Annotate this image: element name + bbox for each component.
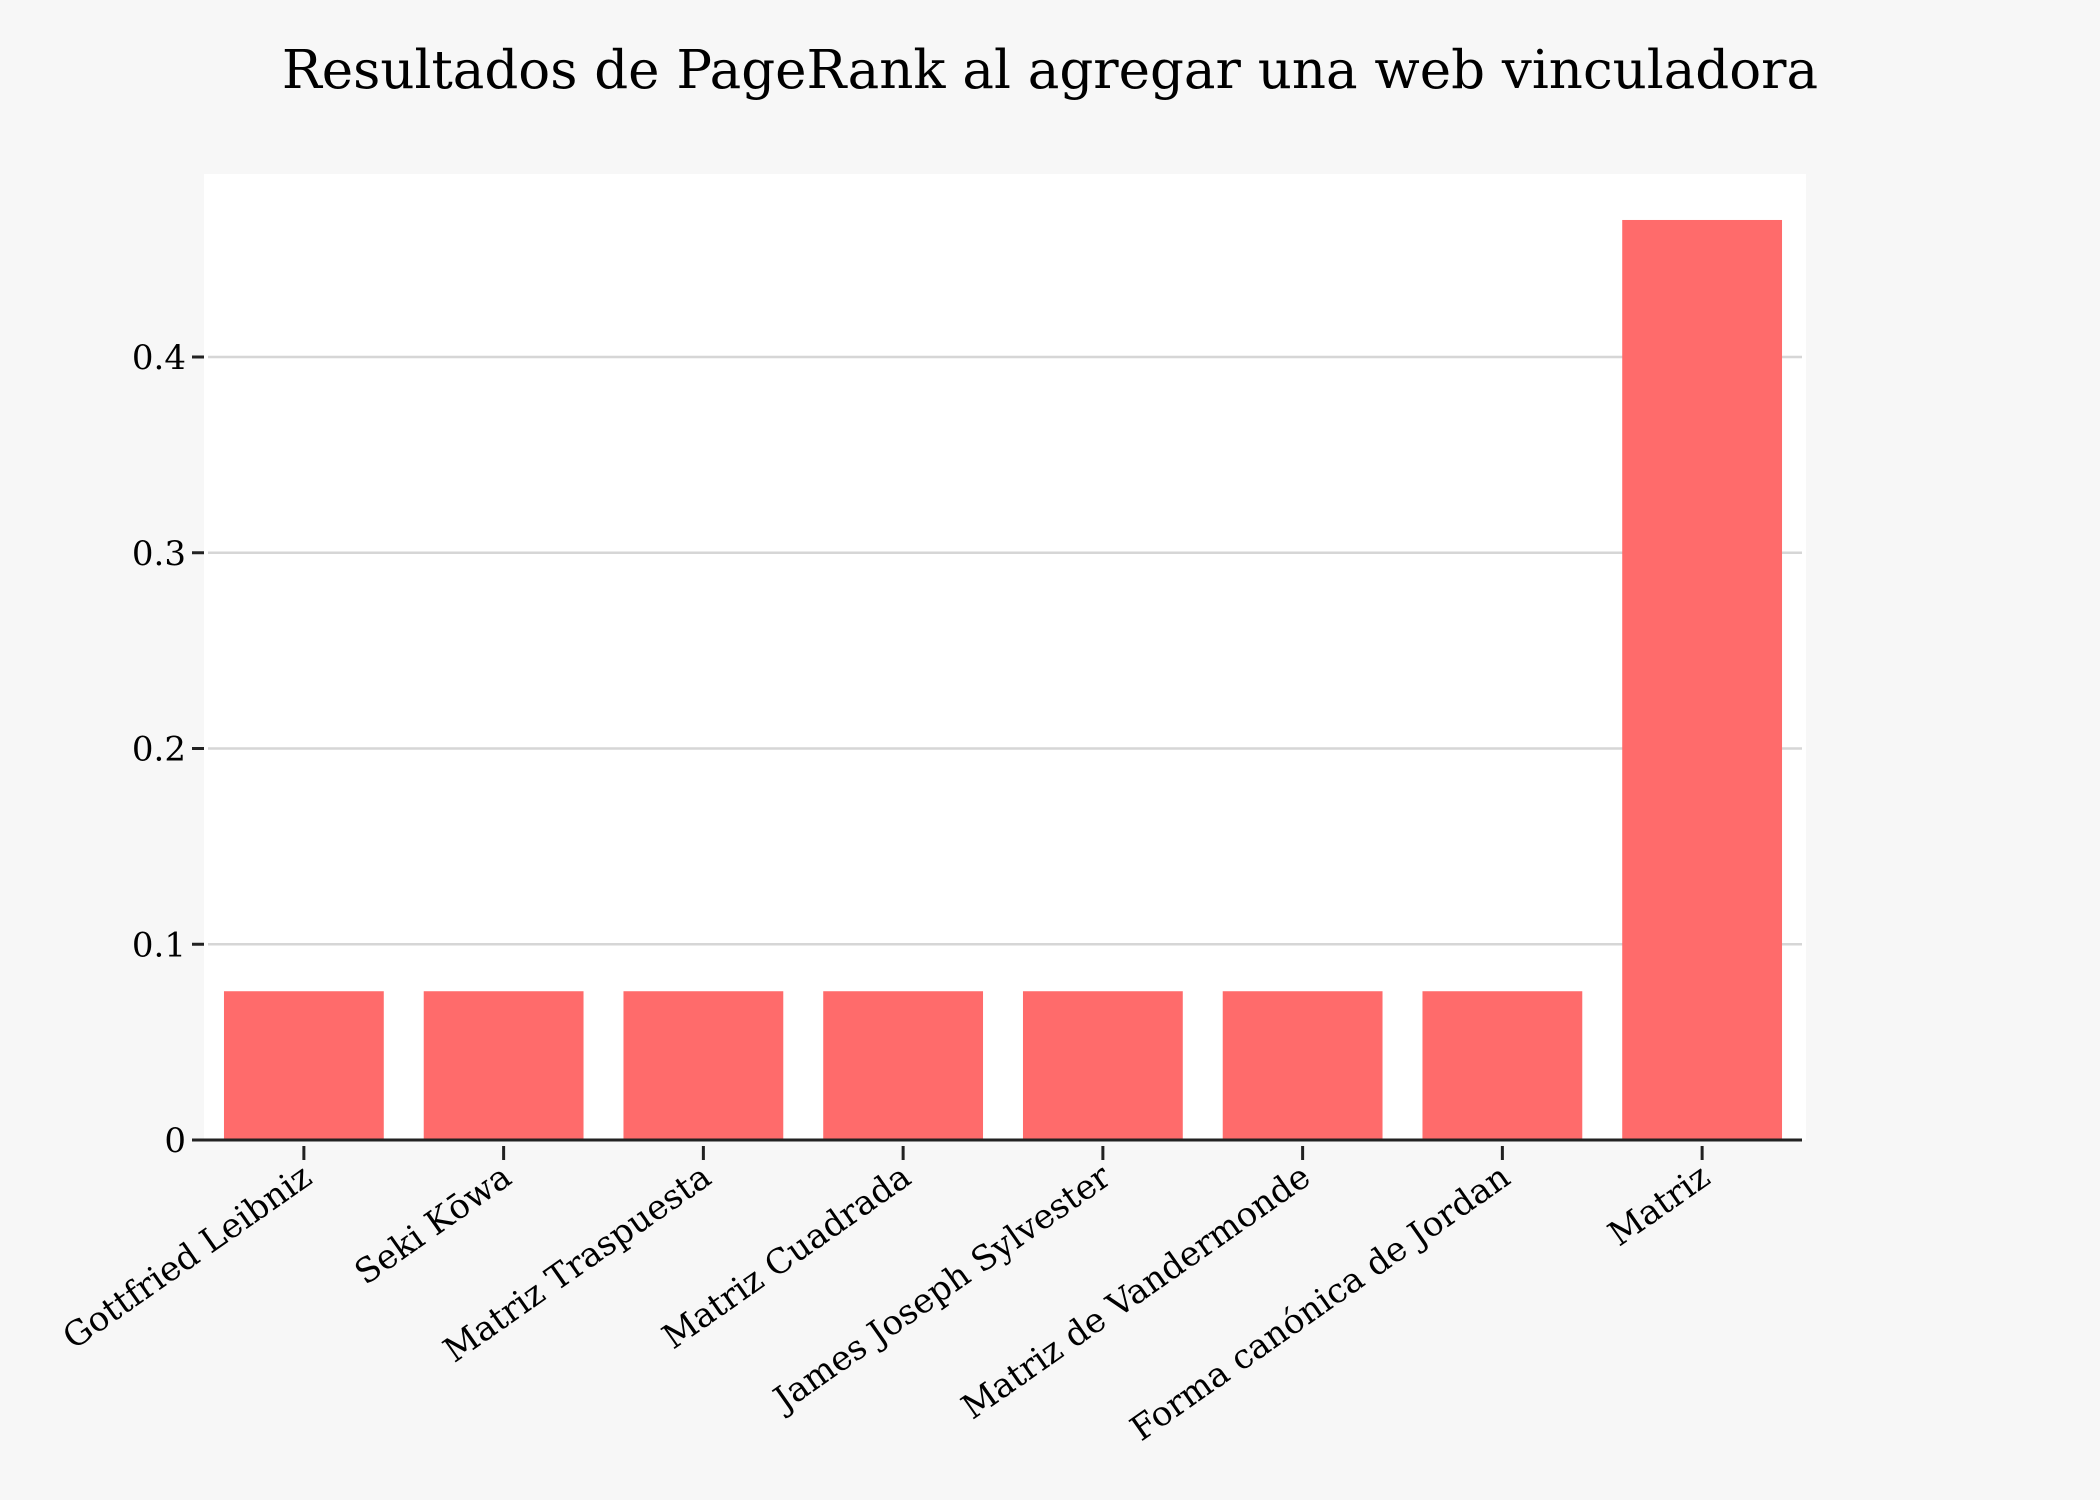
bar — [823, 991, 984, 1140]
plot-area — [204, 174, 1806, 1140]
bars — [223, 219, 1783, 1141]
y-axis-ticks: 0 0.1 0.2 0.3 0.4 — [132, 338, 204, 1161]
bar — [1622, 219, 1783, 1141]
gridlines — [208, 355, 1802, 946]
bar — [1022, 991, 1183, 1140]
bar — [423, 991, 584, 1140]
bar — [1222, 991, 1383, 1140]
x-tick-label: Forma canónica de Jordan — [1123, 1157, 1517, 1450]
bar — [223, 991, 384, 1140]
x-tick-label: Matriz — [1601, 1157, 1717, 1255]
x-tick-label: Seki Kōwa — [348, 1157, 519, 1294]
x-tick-label: James Joseph Sylvester — [764, 1156, 1118, 1421]
x-tick-label: Matriz de Vandermonde — [954, 1157, 1317, 1428]
x-tick-label: Gottfried Leibniz — [56, 1157, 319, 1358]
bar — [623, 991, 784, 1140]
bar — [1422, 991, 1583, 1140]
y-tick-label: 0 — [164, 1121, 186, 1161]
y-tick-label: 0.1 — [132, 925, 186, 965]
chart-title: Resultados de PageRank al agregar una we… — [282, 40, 1818, 101]
y-tick-label: 0.2 — [132, 730, 186, 770]
y-tick-label: 0.3 — [132, 534, 186, 574]
y-tick-label: 0.4 — [132, 338, 186, 378]
